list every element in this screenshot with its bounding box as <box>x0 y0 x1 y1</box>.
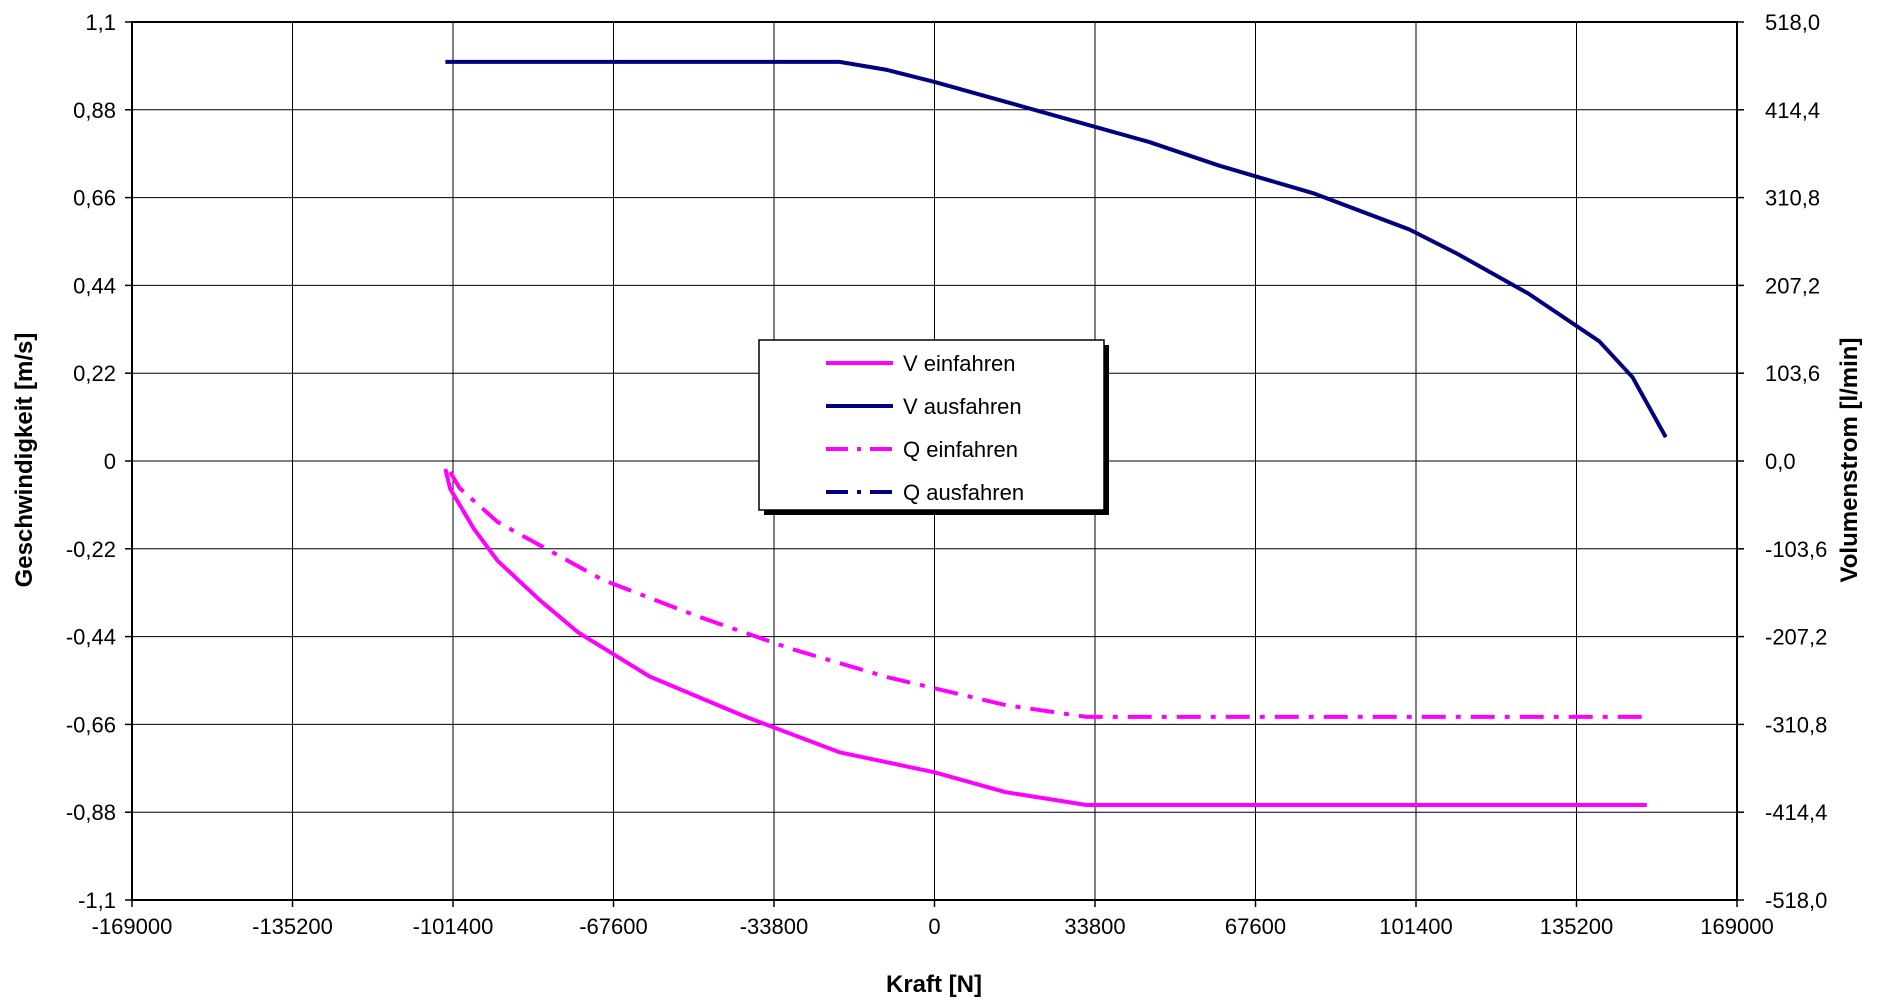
x-tick-label: 135200 <box>1540 914 1613 939</box>
legend-label: V einfahren <box>903 351 1016 376</box>
legend-label: Q einfahren <box>903 437 1018 462</box>
legend-label: V ausfahren <box>903 394 1022 419</box>
x-tick-label: -135200 <box>252 914 333 939</box>
y-axis-left-title: Geschwindigkeit [m/s] <box>11 333 38 588</box>
legend-label: Q ausfahren <box>903 480 1024 505</box>
x-tick-label: 0 <box>928 914 940 939</box>
y-left-tick-label: 0 <box>104 449 116 474</box>
y-left-tick-label: 0,22 <box>73 361 116 386</box>
y-left-tick-label: -0,44 <box>66 625 116 650</box>
y-axis-right-title: Volumenstrom [l/min] <box>1836 338 1863 583</box>
y-right-tick-label: -518,0 <box>1765 888 1827 913</box>
y-right-tick-label: 0,0 <box>1765 449 1796 474</box>
legend: V einfahren V ausfahren Q einfahren Q ausfa… <box>758 339 1109 515</box>
y-left-tick-label: 1,1 <box>85 10 116 35</box>
legend-items: V einfahren V ausfahren Q einfahren Q ausfa… <box>826 351 1024 505</box>
series-line-v-einfahren <box>443 468 1647 807</box>
x-tick-label: -101400 <box>413 914 494 939</box>
ticks-layer: -169000 -135200 -101400 -67600 -33800 0 33800 6… <box>66 10 1828 939</box>
x-tick-label: -33800 <box>740 914 809 939</box>
series-line-q-einfahren <box>448 470 1647 719</box>
y-right-tick-label: 518,0 <box>1765 10 1820 35</box>
x-tick-label: 33800 <box>1064 914 1125 939</box>
x-tick-label: 169000 <box>1700 914 1773 939</box>
x-tick-label: 67600 <box>1225 914 1286 939</box>
y-right-tick-label: -207,2 <box>1765 625 1827 650</box>
y-left-tick-label: 0,66 <box>73 186 116 211</box>
x-tick-label: -67600 <box>579 914 648 939</box>
y-right-tick-label: 103,6 <box>1765 361 1820 386</box>
y-right-tick-label: 414,4 <box>1765 98 1820 123</box>
y-left-tick-label: -1,1 <box>78 888 116 913</box>
y-left-tick-label: 0,44 <box>73 273 116 298</box>
y-left-tick-label: 0,88 <box>73 98 116 123</box>
y-right-tick-label: -310,8 <box>1765 712 1827 737</box>
y-right-tick-label: -414,4 <box>1765 800 1827 825</box>
x-tick-label: -169000 <box>92 914 173 939</box>
y-right-tick-label: 207,2 <box>1765 273 1820 298</box>
x-axis-title: Kraft [N] <box>886 971 982 998</box>
series-line-v-ausfahren <box>445 59 1668 439</box>
y-right-tick-label: -103,6 <box>1765 537 1827 562</box>
y-right-tick-label: 310,8 <box>1765 186 1820 211</box>
y-left-tick-label: -0,66 <box>66 712 116 737</box>
legend-box <box>758 339 1105 511</box>
y-left-tick-label: -0,88 <box>66 800 116 825</box>
series-layer <box>443 59 1668 807</box>
y-left-tick-label: -0,22 <box>66 537 116 562</box>
x-tick-label: 101400 <box>1379 914 1452 939</box>
